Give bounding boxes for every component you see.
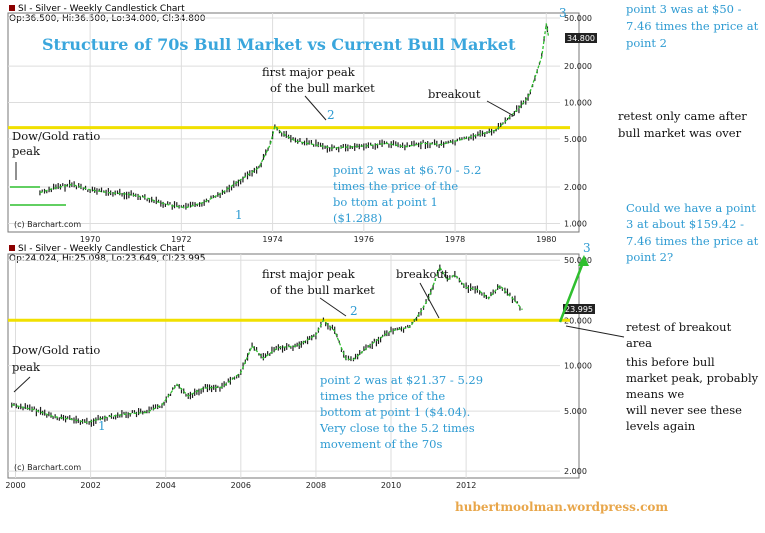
top-dowgold-label-1: Dow/Gold ratio bbox=[12, 129, 100, 143]
top-header-ohlc: Op:36.500, Hi:36.500, Lo:34.000, Cl:34.8… bbox=[9, 14, 206, 24]
bottom-projection-arrowhead bbox=[578, 255, 589, 266]
bottom-retest-note-3: means we bbox=[626, 387, 684, 401]
bottom-last-value: 23.995 bbox=[565, 305, 593, 314]
top-credit: (c) Barchart.com bbox=[14, 220, 81, 229]
bottom-dowgold-arrow bbox=[13, 376, 31, 393]
top-xtick-label: 1976 bbox=[354, 235, 374, 244]
bottom-header-ohlc: Op:24.024, Hi:25.098, Lo:23.649, Cl:23.9… bbox=[9, 254, 205, 264]
top-point-3: 3 bbox=[559, 6, 567, 20]
top-xtick-label: 1972 bbox=[171, 235, 191, 244]
bottom-point2-text-2: times the price of the bbox=[320, 389, 445, 403]
bottom-retest-note-2: market peak, probably bbox=[626, 371, 759, 385]
bottom-point-3: 3 bbox=[583, 241, 591, 255]
top-ytick-label: 1.000 bbox=[564, 219, 587, 228]
top-ytick-label: 10.000 bbox=[564, 99, 592, 108]
note-question-2: 3 at about $159.42 - bbox=[626, 217, 744, 231]
bottom-header-icon bbox=[9, 245, 15, 251]
bottom-ytick-label: 50.000 bbox=[564, 256, 592, 265]
top-header-icon bbox=[9, 5, 15, 11]
bottom-retest-label-1: retest of breakout bbox=[626, 320, 732, 334]
bottom-retest-note-4: will never see these bbox=[626, 403, 742, 417]
bottom-point2-text-1: point 2 was at $21.37 - 5.29 bbox=[320, 373, 483, 387]
bottom-xtick-label: 2010 bbox=[381, 481, 401, 490]
bottom-credit: (c) Barchart.com bbox=[14, 463, 81, 472]
note-retest-2: bull market was over bbox=[618, 126, 742, 140]
bottom-retest-label-2: area bbox=[626, 336, 652, 350]
bottom-ytick-label: 20.000 bbox=[564, 316, 592, 325]
bottom-peak-arrow bbox=[319, 297, 347, 317]
bottom-retest-arrow bbox=[565, 325, 625, 338]
footer-url: hubertmoolman.wordpress.com bbox=[455, 500, 668, 514]
bottom-xtick-label: 2006 bbox=[231, 481, 251, 490]
bottom-point-2: 2 bbox=[350, 304, 358, 318]
top-point-1: 1 bbox=[235, 208, 243, 222]
top-last-value-box bbox=[565, 33, 597, 43]
top-last-value: 34.800 bbox=[567, 34, 595, 43]
top-ytick-label: 5.000 bbox=[564, 135, 587, 144]
bottom-xtick-label: 2000 bbox=[5, 481, 25, 490]
top-ticks: 1970 1972 1974 1976 1978 1980 1.000 2.000 5.000 1… bbox=[80, 14, 592, 244]
note-question-4: point 2? bbox=[626, 250, 673, 264]
bottom-point2-text-3: bottom at point 1 ($4.04). bbox=[320, 405, 470, 419]
bottom-xtick-label: 2012 bbox=[456, 481, 476, 490]
top-xtick-label: 1970 bbox=[80, 235, 100, 244]
bottom-ytick-label: 10.000 bbox=[564, 362, 592, 371]
top-point2-text-2: times the price of the bbox=[333, 179, 458, 193]
top-peak-arrow bbox=[304, 95, 327, 121]
bottom-xtick-label: 2002 bbox=[80, 481, 100, 490]
top-point2-text-4: ($1.288) bbox=[333, 211, 382, 225]
bottom-point2-text-5: movement of the 70s bbox=[320, 437, 442, 451]
top-xtick-label: 1980 bbox=[536, 235, 556, 244]
top-breakout-label: breakout bbox=[428, 87, 481, 101]
top-series bbox=[8, 23, 570, 210]
bottom-peak-label-1: first major peak bbox=[262, 267, 356, 281]
bottom-chart: SI - Silver - Weekly Candlestick Chart O… bbox=[5, 244, 595, 490]
bottom-breakout-arrow bbox=[419, 282, 440, 319]
top-ytick-label: 20.000 bbox=[564, 62, 592, 71]
top-chart: SI - Silver - Weekly Candlestick Chart O… bbox=[7, 4, 617, 244]
top-ytick-label: 2.000 bbox=[564, 183, 587, 192]
note-point3-3: point 2 bbox=[626, 36, 667, 50]
bottom-last-value-box bbox=[563, 304, 595, 314]
note-question-3: 7.46 times the price at bbox=[626, 234, 759, 248]
top-xtick-label: 1978 bbox=[445, 235, 465, 244]
top-xtick-label: 1974 bbox=[262, 235, 282, 244]
bottom-projection-line bbox=[558, 259, 586, 323]
top-plot-frame bbox=[7, 12, 580, 233]
note-point3-1: point 3 was at $50 - bbox=[626, 2, 742, 16]
bottom-dowgold-label-1: Dow/Gold ratio bbox=[12, 343, 100, 357]
top-breakout-arrow bbox=[486, 100, 515, 117]
top-peak-label-2: of the bull market bbox=[270, 81, 375, 95]
bottom-retest-note-1: this before bull bbox=[626, 355, 715, 369]
top-grid bbox=[8, 13, 560, 232]
bottom-ytick-label: 2.000 bbox=[564, 467, 587, 476]
note-retest-1: retest only came after bbox=[618, 109, 747, 123]
top-dowgold-label-2: peak bbox=[12, 144, 41, 158]
bottom-point2-text-4: Very close to the 5.2 times bbox=[319, 421, 475, 435]
bottom-peak-label-2: of the bull market bbox=[270, 283, 375, 297]
bottom-header-title: SI - Silver - Weekly Candlestick Chart bbox=[18, 244, 185, 254]
bottom-retest-note-5: levels again bbox=[626, 419, 696, 433]
bottom-xtick-label: 2008 bbox=[306, 481, 326, 490]
bottom-breakout-label: breakout bbox=[396, 267, 449, 281]
bottom-trend-line bbox=[11, 265, 523, 424]
top-point2-text-1: point 2 was at $6.70 - 5.2 bbox=[333, 163, 481, 177]
bottom-ytick-label: 5.000 bbox=[564, 407, 587, 416]
top-point2-text-3: bo ttom at point 1 bbox=[333, 195, 438, 209]
chart-title: Structure of 70s Bull Market vs Current … bbox=[42, 35, 516, 54]
top-peak-label-1: first major peak bbox=[262, 65, 356, 79]
bottom-point-1: 1 bbox=[98, 419, 106, 433]
bottom-dowgold-label-2: peak bbox=[12, 360, 41, 374]
note-point3-2: 7.46 times the price at bbox=[626, 19, 759, 33]
bottom-ticks: 2000 2002 2004 2006 2008 2010 2012 2.000 5.000 10… bbox=[5, 256, 592, 490]
bottom-series bbox=[8, 264, 570, 427]
top-ytick-label: 50.000 bbox=[564, 14, 592, 23]
top-header-title: SI - Silver - Weekly Candlestick Chart bbox=[18, 4, 185, 14]
top-point-2: 2 bbox=[327, 108, 335, 122]
note-question-1: Could we have a point bbox=[626, 201, 756, 215]
bottom-xtick-label: 2004 bbox=[156, 481, 176, 490]
top-header-bar bbox=[8, 4, 617, 14]
